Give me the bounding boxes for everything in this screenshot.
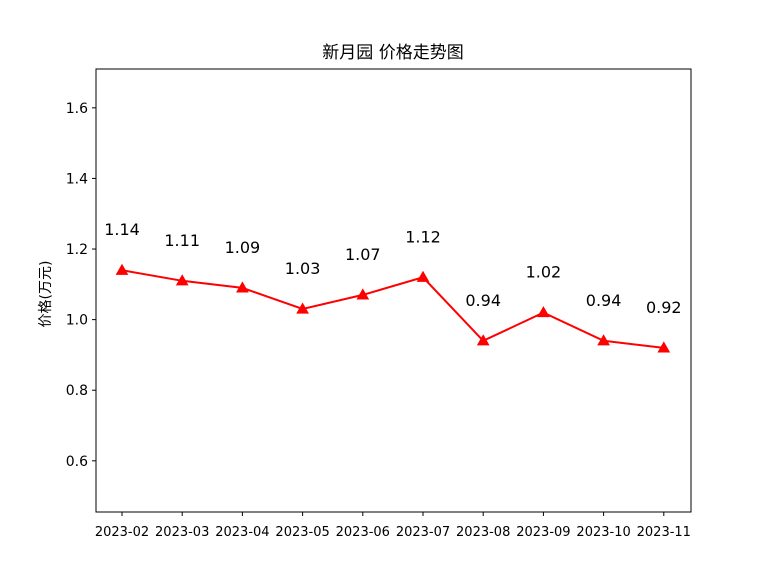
data-value-label: 1.14 bbox=[104, 220, 140, 239]
data-point-marker bbox=[296, 302, 309, 314]
x-tick-label: 2023-07 bbox=[396, 525, 450, 540]
data-value-label: 0.94 bbox=[586, 291, 622, 310]
y-axis-label: 价格(万元) bbox=[38, 261, 54, 328]
data-point-marker bbox=[537, 306, 550, 318]
x-tick-label: 2023-04 bbox=[215, 525, 269, 540]
x-tick-label: 2023-08 bbox=[456, 525, 510, 540]
data-point-marker bbox=[236, 281, 249, 293]
data-value-label: 1.02 bbox=[526, 263, 562, 282]
data-value-label: 1.03 bbox=[285, 259, 321, 278]
data-value-label: 1.11 bbox=[164, 231, 200, 250]
y-tick-label: 1.2 bbox=[66, 242, 88, 258]
data-point-marker bbox=[597, 334, 610, 346]
x-tick-label: 2023-06 bbox=[336, 525, 390, 540]
data-point-marker bbox=[416, 270, 430, 282]
x-tick-label: 2023-05 bbox=[275, 525, 329, 540]
y-tick-label: 1.0 bbox=[66, 313, 88, 329]
series-line bbox=[121, 269, 664, 349]
data-value-label: 1.07 bbox=[345, 245, 381, 264]
y-tick-label: 0.6 bbox=[66, 454, 88, 470]
x-tick-label: 2023-11 bbox=[637, 525, 691, 540]
data-value-label: 0.92 bbox=[646, 298, 682, 317]
chart-title: 新月园 价格走势图 bbox=[322, 43, 463, 63]
x-tick-label: 2023-10 bbox=[576, 525, 630, 540]
plot-frame bbox=[95, 68, 692, 513]
x-tick-label: 2023-03 bbox=[155, 525, 209, 540]
data-point-marker bbox=[356, 288, 370, 300]
x-axis-ticks: 2023-02 2023-03 2023-04 2023-05 2023-06 2023-… bbox=[95, 512, 691, 540]
data-point-marker bbox=[476, 334, 490, 346]
y-tick-label: 0.8 bbox=[66, 383, 88, 399]
data-point-marker bbox=[115, 263, 129, 275]
data-point-marker bbox=[657, 341, 671, 353]
data-label-layer: 1.14 1.11 1.09 1.03 1.07 1.12 0.94 1.02 0.94 0.92 bbox=[104, 220, 681, 317]
data-value-label: 0.94 bbox=[465, 291, 501, 310]
series-layer bbox=[115, 263, 671, 353]
x-tick-label: 2023-02 bbox=[95, 525, 149, 540]
y-tick-label: 1.4 bbox=[66, 171, 88, 187]
data-point-marker bbox=[175, 274, 189, 286]
y-axis-ticks: 0.6 0.8 1.0 1.2 1.4 1.6 bbox=[66, 101, 96, 470]
data-value-label: 1.12 bbox=[405, 227, 441, 246]
x-tick-label: 2023-09 bbox=[516, 525, 570, 540]
data-value-label: 1.09 bbox=[225, 238, 261, 257]
y-tick-label: 1.6 bbox=[66, 101, 88, 117]
